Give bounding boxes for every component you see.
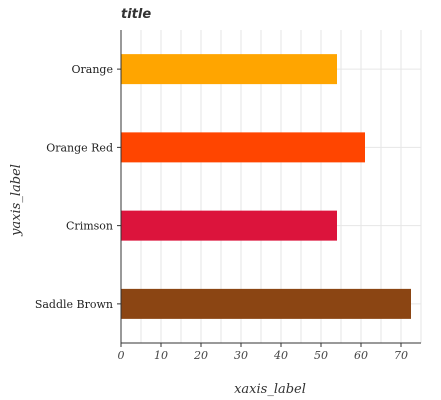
bar-crimson [121,210,337,241]
y-axis-label: yaxis_label [9,164,24,237]
bar-orange [121,54,337,85]
x-axis-label: xaxis_label [234,382,306,397]
y-tick-label: Saddle Brown [35,298,113,311]
bar-saddle-brown [121,288,411,319]
y-tick-label: Orange [72,63,113,76]
y-tick-label: Crimson [66,220,113,233]
x-tick-label: 70 [394,349,408,362]
x-tick-label: 50 [314,349,328,362]
x-tick-label: 40 [273,349,288,362]
axis-layer: 0 10 20 30 40 50 60 70 Saddle Brown Crimson Orange… [35,30,421,362]
x-tick-label: 30 [234,349,248,362]
y-tick-label: Orange Red [46,141,113,154]
x-tick-label: 10 [154,349,168,362]
bar-layer [121,54,411,319]
x-tick-label: 60 [354,349,368,362]
chart-title: title [121,7,151,22]
x-tick-label: 0 [118,349,125,362]
x-tick-label: 20 [193,349,208,362]
bar-orange-red [121,132,365,163]
